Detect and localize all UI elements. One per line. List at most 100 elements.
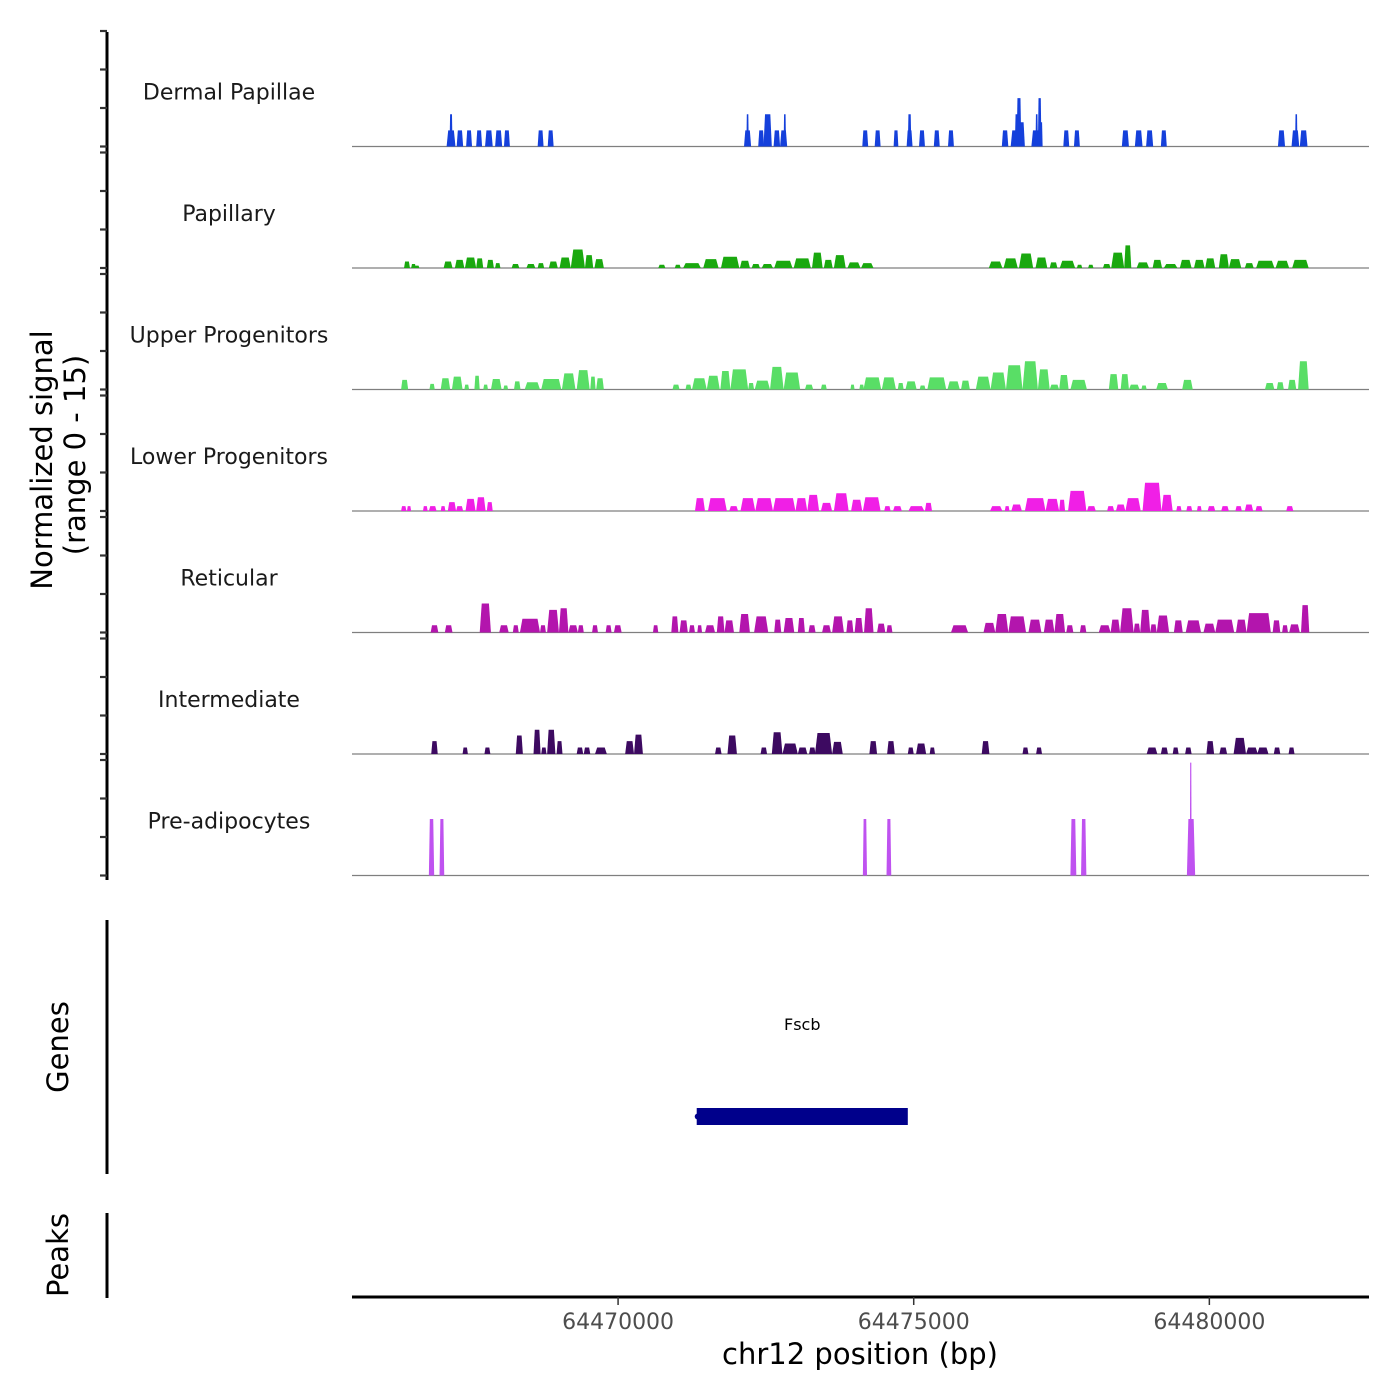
signal-peak xyxy=(1098,625,1111,633)
signal-peak xyxy=(679,620,688,633)
signal-peak xyxy=(440,506,446,511)
signal-peak xyxy=(771,732,783,754)
signal-peak xyxy=(1022,747,1029,754)
signal-peak xyxy=(1108,374,1119,390)
signal-peak xyxy=(739,613,750,633)
signal-peak xyxy=(988,261,1003,268)
track-label: Reticular xyxy=(180,567,278,592)
signal-peak xyxy=(780,130,788,147)
signal-peak xyxy=(1257,747,1269,754)
signal-peak xyxy=(683,263,701,268)
coverage-tracks: Dermal Papillae Papillary Upper Progenitor… xyxy=(130,81,1369,877)
signal-peak xyxy=(887,741,895,754)
signal-peak xyxy=(1011,504,1022,511)
signal-peak xyxy=(439,819,445,876)
signal-peak xyxy=(1140,609,1151,633)
signal-peak xyxy=(404,261,410,268)
signal-peak xyxy=(1244,263,1254,268)
signal-peak xyxy=(540,625,546,633)
signal-peak xyxy=(995,613,1009,633)
signal-peak xyxy=(961,380,970,390)
signal-peak xyxy=(1022,361,1038,390)
signal-peak xyxy=(1001,130,1009,147)
signal-peak xyxy=(720,256,740,268)
signal-peak xyxy=(820,502,833,511)
signal-peak xyxy=(1185,620,1202,633)
x-tick-label: 64480000 xyxy=(1153,1310,1265,1335)
signal-peak xyxy=(414,265,420,268)
signal-peak xyxy=(1264,383,1275,390)
signal-peak xyxy=(907,114,912,147)
signal-peak xyxy=(1017,122,1025,147)
signal-peak xyxy=(592,625,598,633)
signal-peak xyxy=(1244,504,1254,511)
signal-peak xyxy=(1235,506,1242,511)
signal-peak xyxy=(715,747,722,754)
signal-peak xyxy=(464,257,477,268)
signal-peak xyxy=(822,625,831,633)
signal-peak xyxy=(1273,747,1281,754)
signal-peak xyxy=(1066,625,1074,633)
signal-peak xyxy=(881,377,896,390)
signal-peak xyxy=(499,625,509,633)
signal-peak xyxy=(1008,616,1027,633)
signal-peak xyxy=(479,603,491,633)
signal-peak xyxy=(1182,379,1193,390)
signal-peak xyxy=(793,258,811,268)
signal-peak xyxy=(486,502,493,511)
signal-peak xyxy=(483,384,488,390)
genes-track-title: Genes xyxy=(41,1001,75,1093)
signal-peak xyxy=(570,249,585,268)
signal-peak xyxy=(772,498,796,511)
signal-peak xyxy=(908,506,925,511)
signal-peak xyxy=(1070,819,1077,876)
signal-peak xyxy=(770,366,784,390)
signal-peak xyxy=(515,735,523,754)
signal-peak xyxy=(428,506,437,511)
signal-peak xyxy=(685,384,692,390)
signal-peak xyxy=(456,506,464,511)
signal-peak xyxy=(613,625,622,633)
genes-track: Fscb xyxy=(694,1015,908,1125)
signal-peak xyxy=(485,130,493,147)
signal-peak xyxy=(1111,252,1125,268)
signal-peak xyxy=(422,506,428,511)
signal-peak xyxy=(672,384,680,390)
signal-peak xyxy=(605,625,612,633)
signal-peak xyxy=(576,370,590,390)
signal-peak xyxy=(847,262,861,268)
signal-peak xyxy=(1172,747,1179,754)
track-label: Papillary xyxy=(182,202,276,227)
signal-peak xyxy=(929,747,936,754)
signal-peak xyxy=(1068,490,1087,511)
signal-peak xyxy=(950,625,969,633)
track-lower-progenitors: Lower Progenitors xyxy=(130,445,1369,512)
signal-peak xyxy=(1179,259,1192,268)
signal-peak xyxy=(1186,506,1193,511)
signal-peak xyxy=(464,384,470,390)
signal-peak xyxy=(533,729,541,754)
signal-peak xyxy=(1049,384,1060,390)
signal-peak xyxy=(812,252,823,268)
signal-peak xyxy=(748,383,755,390)
gene-strand-marker xyxy=(694,1113,701,1120)
signal-peak xyxy=(1005,365,1023,390)
signal-peak xyxy=(691,378,707,390)
track-label: Dermal Papillae xyxy=(143,81,315,106)
signal-peak xyxy=(476,497,486,511)
signal-peak xyxy=(547,729,556,754)
signal-peak xyxy=(783,114,786,147)
signal-peak xyxy=(1079,625,1087,633)
signal-peak xyxy=(729,506,739,511)
signal-peak xyxy=(1125,498,1141,511)
signal-peak xyxy=(595,747,607,754)
signal-peak xyxy=(773,130,781,147)
signal-peak xyxy=(568,625,578,633)
signal-peak xyxy=(862,497,881,511)
signal-peak xyxy=(671,616,679,633)
signal-peak xyxy=(897,383,904,390)
signal-peak xyxy=(739,260,750,268)
signal-peak xyxy=(1277,130,1286,147)
signal-peak xyxy=(512,625,519,633)
signal-peak xyxy=(1124,245,1132,268)
